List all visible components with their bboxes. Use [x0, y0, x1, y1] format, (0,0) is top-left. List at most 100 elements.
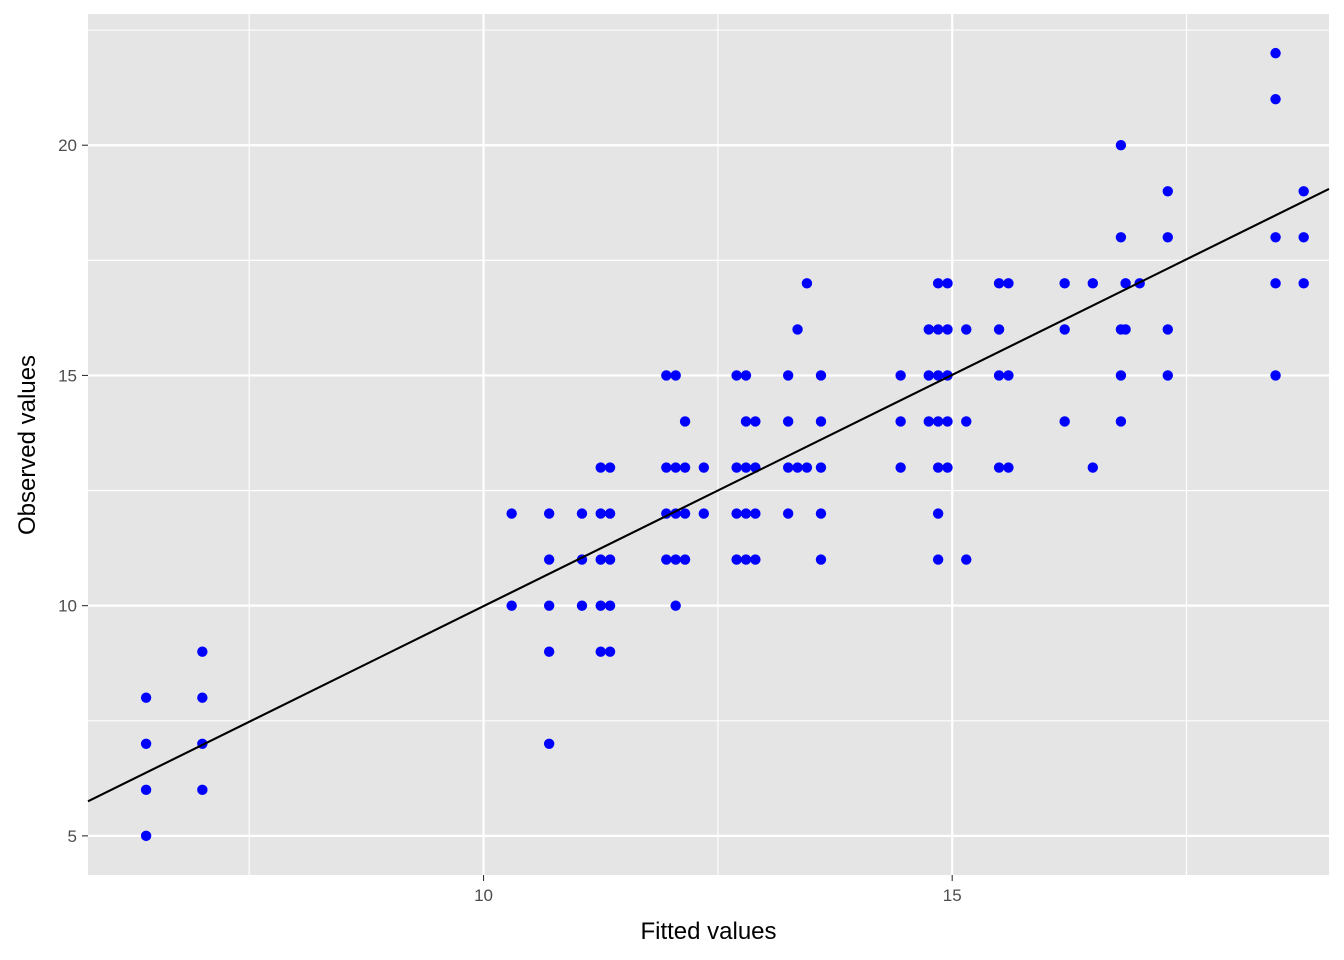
y-tick-label: 5	[68, 827, 77, 846]
data-point	[1162, 186, 1173, 197]
data-point	[679, 416, 691, 427]
data-point	[923, 416, 934, 427]
data-point	[731, 370, 742, 381]
data-point	[140, 692, 152, 703]
y-axis: 5 10 15 20	[58, 136, 88, 846]
data-point	[1115, 140, 1127, 151]
data-point	[661, 370, 672, 381]
data-point	[604, 554, 616, 565]
data-point	[932, 462, 944, 473]
data-point	[576, 600, 588, 611]
data-point	[1059, 324, 1070, 335]
data-point	[815, 508, 827, 519]
data-point	[140, 738, 152, 749]
data-point	[1003, 278, 1014, 289]
data-point	[993, 370, 1005, 381]
data-point	[670, 600, 681, 611]
data-point	[604, 508, 616, 519]
y-axis-title: Observed values	[14, 355, 41, 535]
data-point	[1162, 232, 1173, 243]
data-point	[942, 416, 953, 427]
x-tick-label: 15	[943, 886, 962, 905]
data-point	[543, 738, 555, 749]
data-point	[792, 462, 803, 473]
data-point	[731, 554, 742, 565]
data-point	[595, 646, 606, 657]
data-point	[140, 784, 152, 796]
data-point	[543, 554, 555, 565]
data-point	[679, 462, 691, 473]
plot-panel	[88, 14, 1329, 875]
data-point	[895, 416, 906, 427]
data-point	[543, 600, 555, 611]
data-point	[661, 462, 672, 473]
data-point	[815, 554, 827, 565]
data-point	[815, 370, 827, 381]
data-point	[801, 278, 813, 289]
data-point	[1115, 232, 1127, 243]
data-point	[698, 508, 710, 519]
data-point	[782, 370, 794, 381]
data-point	[595, 600, 606, 611]
data-point	[679, 508, 691, 519]
data-point	[595, 554, 606, 565]
data-point	[1298, 232, 1309, 243]
y-tick-label: 15	[58, 366, 77, 385]
data-point	[923, 324, 934, 335]
x-tick-label: 10	[474, 886, 493, 905]
data-point	[731, 462, 742, 473]
data-point	[750, 416, 761, 427]
data-point	[792, 324, 803, 335]
data-point	[961, 324, 972, 335]
data-point	[543, 508, 555, 519]
data-point	[506, 600, 517, 611]
y-tick-label: 20	[58, 136, 77, 155]
data-point	[942, 278, 953, 289]
x-axis: 10 15	[474, 875, 962, 905]
data-point	[670, 554, 681, 565]
data-point	[1115, 416, 1127, 427]
data-point	[670, 370, 681, 381]
data-point	[740, 554, 752, 565]
fit-line	[87, 188, 1330, 803]
data-point	[993, 278, 1005, 289]
data-point	[1270, 232, 1281, 243]
data-point	[604, 462, 616, 473]
data-point	[1298, 186, 1309, 197]
data-point	[932, 554, 944, 565]
data-point	[197, 692, 208, 703]
data-point	[1087, 278, 1098, 289]
data-point	[923, 370, 934, 381]
data-point	[740, 370, 752, 381]
data-point	[1298, 278, 1309, 289]
data-point	[1162, 370, 1173, 381]
data-point	[576, 508, 588, 519]
data-point	[595, 508, 606, 519]
data-point	[506, 508, 517, 519]
data-point	[942, 462, 953, 473]
data-point	[595, 462, 606, 473]
data-point	[782, 508, 794, 519]
data-point	[1087, 462, 1098, 473]
minor-grid-lines	[88, 14, 1329, 875]
data-point	[1120, 324, 1131, 335]
data-point	[815, 416, 827, 427]
data-point	[993, 324, 1005, 335]
data-point	[604, 600, 616, 611]
data-point	[543, 646, 555, 657]
data-point	[1270, 278, 1281, 289]
data-point	[1270, 93, 1281, 105]
data-point	[731, 508, 742, 519]
x-axis-title: Fitted values	[640, 918, 776, 945]
data-point	[1120, 278, 1131, 289]
data-point	[197, 784, 208, 796]
data-point	[815, 462, 827, 473]
data-point	[740, 462, 752, 473]
data-point	[740, 508, 752, 519]
data-point	[801, 462, 813, 473]
data-point	[740, 416, 752, 427]
data-point	[1115, 370, 1127, 381]
data-point	[1162, 324, 1173, 335]
data-point	[932, 370, 944, 381]
